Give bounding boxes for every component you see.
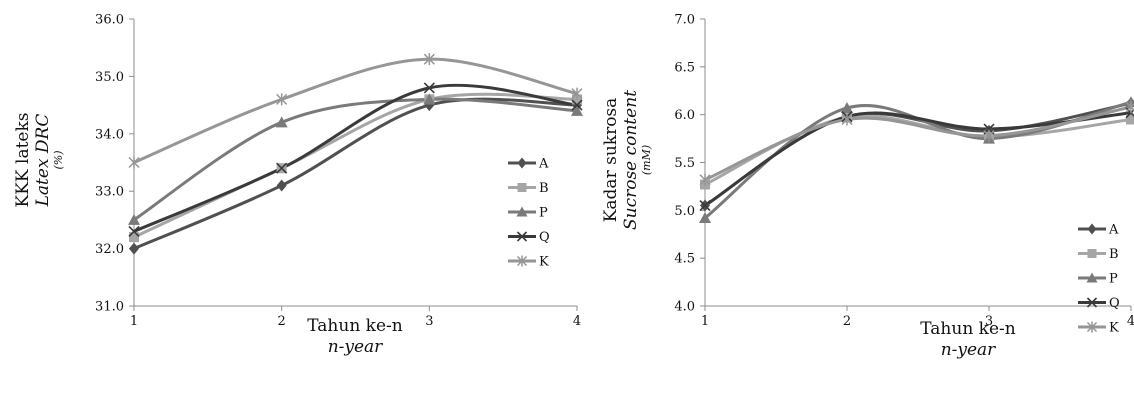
x-tick-label: 3: [425, 314, 433, 329]
series-line-k: [703, 105, 1133, 182]
legend-marker: [1086, 272, 1098, 283]
data-point-k: [983, 129, 995, 142]
y-tick-label: 4.0: [674, 300, 695, 315]
y-tick-label: 6.0: [674, 108, 695, 123]
data-point-a: [129, 242, 139, 255]
y-axis-unit: (%): [52, 150, 65, 169]
data-point-k: [571, 87, 583, 100]
data-point-k: [841, 113, 853, 126]
legend-marker: [517, 183, 527, 192]
data-point-p: [571, 104, 583, 116]
legend-marker: [1086, 321, 1098, 333]
series-line-a: [132, 97, 579, 251]
data-point-p: [128, 213, 140, 225]
x-axis-title-italic: n-year: [941, 340, 996, 360]
x-tick-label: 4: [1127, 314, 1134, 329]
data-point-q: [423, 82, 435, 94]
data-point-k: [699, 173, 711, 186]
x-tick-label: 3: [985, 314, 993, 329]
data-point-b: [1126, 114, 1134, 125]
legend-label: B: [539, 181, 549, 196]
y-tick-label: 31.0: [95, 300, 124, 315]
data-point-k: [1125, 101, 1134, 114]
legend-label: B: [1109, 247, 1119, 262]
data-point-a: [276, 179, 287, 192]
y-tick-label: 35.0: [95, 70, 124, 85]
data-point-p: [841, 101, 853, 113]
y-axis-title: KKK lateks: [13, 113, 33, 208]
series-line-k: [132, 57, 579, 164]
chart-1: 31.0 32.0 33.0 34.0 35.0 36.0 1 2 3 4 Tahun ke-nn-…: [13, 13, 583, 357]
y-tick-label: 33.0: [95, 185, 124, 200]
x-axis-title-italic: n-year: [328, 337, 383, 357]
y-axis-title-group: KKK lateks Latex DRC (%): [13, 113, 65, 208]
legend-marker: [517, 157, 527, 169]
legend-label: A: [538, 157, 549, 172]
x-tick-label: 2: [843, 314, 851, 329]
x-tick-label: 1: [701, 314, 709, 329]
y-axis-title-italic: Sucrose content: [621, 90, 641, 230]
data-point-q: [276, 162, 288, 174]
y-tick-label: 32.0: [95, 242, 124, 257]
legend-marker: [516, 255, 528, 267]
y-tick-label: 4.5: [674, 252, 695, 267]
x-tick-label: 1: [130, 314, 138, 329]
legend-marker: [516, 231, 528, 242]
legend-label: K: [1109, 321, 1119, 336]
legend-marker: [516, 206, 528, 217]
data-point-p: [423, 93, 436, 105]
legend-marker: [1087, 223, 1097, 235]
x-axis-title: Tahun ke-n: [920, 319, 1016, 339]
series-line-p: [132, 97, 579, 222]
data-point-k: [423, 53, 435, 66]
y-tick-label: 34.0: [95, 127, 124, 142]
y-tick-label: 36.0: [95, 13, 124, 28]
data-point-q: [699, 199, 711, 212]
series-line-q: [132, 83, 579, 233]
y-axis-title-italic: Latex DRC: [33, 114, 53, 208]
x-tick-label: 4: [573, 314, 581, 329]
data-point-p: [275, 116, 288, 128]
x-tick-label: 2: [278, 314, 286, 329]
data-point-b: [129, 232, 139, 243]
legend-label: A: [1108, 223, 1119, 238]
legend-label: P: [539, 206, 548, 221]
legend-marker: [1086, 297, 1098, 308]
y-axis-title: Kadar sukrosa: [601, 98, 621, 223]
y-tick-label: 5.5: [674, 156, 695, 171]
legend-label: Q: [1109, 296, 1120, 311]
x-axis-title: Tahun ke-n: [307, 316, 403, 336]
data-point-q: [571, 99, 583, 111]
y-axis-unit: (mM): [640, 145, 653, 175]
data-point-k: [276, 93, 288, 106]
y-tick-label: 6.5: [674, 60, 695, 75]
data-point-p: [699, 211, 711, 223]
legend-label: P: [1109, 272, 1118, 287]
chart-2: 4.0 4.5 5.0 5.5 6.0 6.5 7.0 1 2 3 4 Tahun ke-nn-yea…: [601, 13, 1134, 360]
y-tick-label: 5.0: [674, 204, 695, 219]
y-tick-label: 7.0: [674, 13, 695, 28]
series-line-b: [132, 92, 579, 239]
legend-label: K: [539, 255, 549, 270]
data-point-k: [128, 156, 140, 169]
data-point-q: [128, 225, 140, 237]
y-axis-title-group: Kadar sukrosa Sucrose content (mM): [601, 90, 653, 230]
legend-marker: [1087, 249, 1097, 258]
legend-label: Q: [539, 230, 550, 245]
